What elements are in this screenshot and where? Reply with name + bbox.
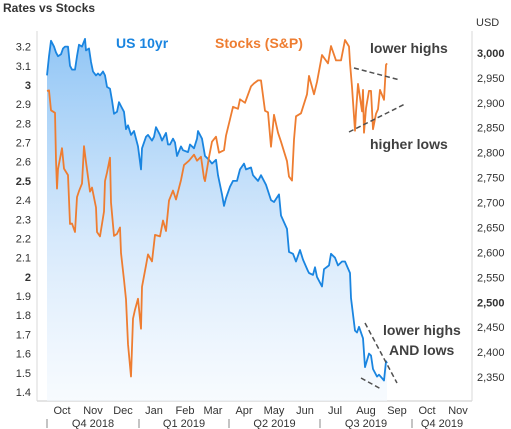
left-axis-tick-label: 1.4: [16, 387, 31, 399]
x-axis-month-label: Jul: [328, 405, 342, 417]
left-axis-tick-label: 1.9: [16, 291, 31, 303]
left-axis-tick-label: 2.3: [16, 214, 31, 226]
x-axis-month-label: Feb: [176, 405, 195, 417]
sp500-series-line: [46, 39, 388, 378]
left-axis-tick-label: 1.5: [16, 368, 31, 380]
x-axis-month-label: Nov: [448, 405, 468, 417]
x-axis-month-label: Jan: [145, 405, 163, 417]
right-axis-tick-label: 2,950: [477, 73, 505, 85]
left-axis-tick-label: 2.6: [16, 157, 31, 169]
right-axis-ticks: 3,000 2,950 2,900 2,850 2,800 2,750 2,700 2,650…: [477, 48, 505, 384]
x-axis-quarter-labels: Q4 2018 Q1 2019 Q2 2019 Q3 2019 Q4 2019: [46, 418, 463, 429]
left-axis-tick-label: 3: [25, 80, 31, 92]
x-axis-quarter-label: Q4 2019: [421, 418, 463, 429]
sp500-series-label: Stocks (S&P): [215, 35, 303, 51]
us-10yr-series-line: [46, 38, 388, 382]
left-axis-tick-label: 2.5: [16, 176, 31, 188]
left-axis-tick-label: 2.2: [16, 234, 31, 246]
left-axis-tick-label: 1.8: [16, 310, 31, 322]
right-axis-tick-label: 2,550: [477, 272, 505, 284]
right-axis-tick-label: 2,350: [477, 372, 505, 384]
and-lows-annotation: AND lows: [389, 342, 455, 358]
right-axis-tick-label: 2,850: [477, 123, 505, 135]
right-axis-tick-label: 2,700: [477, 198, 505, 210]
lower-highs-trendline: [353, 67, 401, 81]
right-axis-tick-label: 2,650: [477, 223, 505, 235]
lower-highs-annotation: lower highs: [370, 40, 448, 56]
x-axis-quarter-label: Q4 2018: [72, 418, 114, 429]
lower-highs-annotation-2: lower highs: [383, 322, 461, 338]
left-axis-tick-label: 2.4: [16, 195, 31, 207]
left-axis-tick-label: 2.9: [16, 99, 31, 111]
left-axis-ticks: 3.2 3.1 3 2.9 2.8 2.7 2.6 2.5 2.4 2.3 2.2 2.1 2 1.9 1.…: [16, 42, 31, 399]
x-axis-month-label: Nov: [83, 405, 103, 417]
chart-title: Rates vs Stocks: [3, 1, 95, 15]
right-axis-tick-label: 2,400: [477, 347, 505, 359]
x-axis-month-labels: Oct Nov Dec Jan Feb Mar Apr May Jun Jul Aug Sep Oct N…: [53, 405, 468, 417]
x-axis-month-label: Mar: [204, 405, 223, 417]
x-axis-quarter-label: Q1 2019: [163, 418, 205, 429]
right-axis-tick-label: 2,600: [477, 247, 505, 259]
x-axis-month-label: Dec: [113, 405, 133, 417]
right-axis-tick-label: 2,500: [477, 297, 505, 309]
x-axis-month-label: Jun: [296, 405, 314, 417]
x-axis-month-label: Oct: [418, 405, 435, 417]
right-axis-tick-label: 2,750: [477, 173, 505, 185]
right-axis-tick-label: 3,000: [477, 48, 505, 60]
left-axis-tick-label: 2.8: [16, 118, 31, 130]
left-axis-tick-label: 2.1: [16, 253, 31, 265]
higher-lows-trendline: [348, 103, 406, 133]
x-axis-month-label: Apr: [235, 405, 252, 417]
bottom-right-triangle-annotation: lower highs AND lows: [360, 322, 461, 390]
right-axis-unit-label: USD: [476, 17, 499, 29]
higher-lows-annotation: higher lows: [370, 136, 448, 152]
x-axis-month-label: Aug: [356, 405, 376, 417]
top-right-triangle-annotation: lower highs higher lows: [348, 40, 448, 152]
x-axis-month-label: Oct: [53, 405, 70, 417]
lower-lows-trendline: [360, 377, 382, 390]
left-axis-tick-label: 1.7: [16, 329, 31, 341]
x-axis-quarter-label: Q3 2019: [345, 418, 387, 429]
right-axis-tick-label: 2,900: [477, 98, 505, 110]
x-axis-month-label: Sep: [387, 405, 407, 417]
left-axis-tick-label: 3.2: [16, 42, 31, 54]
left-axis-tick-label: 2: [25, 272, 31, 284]
left-axis-tick-label: 1.6: [16, 349, 31, 361]
x-axis-quarter-label: Q2 2019: [253, 418, 295, 429]
us-10yr-series-label: US 10yr: [116, 35, 169, 51]
left-axis-tick-label: 3.1: [16, 61, 31, 73]
right-axis-tick-label: 2,800: [477, 148, 505, 160]
lower-highs-trendline-2: [364, 322, 398, 384]
right-axis-tick-label: 2,450: [477, 322, 505, 334]
x-axis-month-label: May: [264, 405, 285, 417]
left-axis-tick-label: 2.7: [16, 138, 31, 150]
us-10yr-area-fill: [47, 38, 387, 402]
